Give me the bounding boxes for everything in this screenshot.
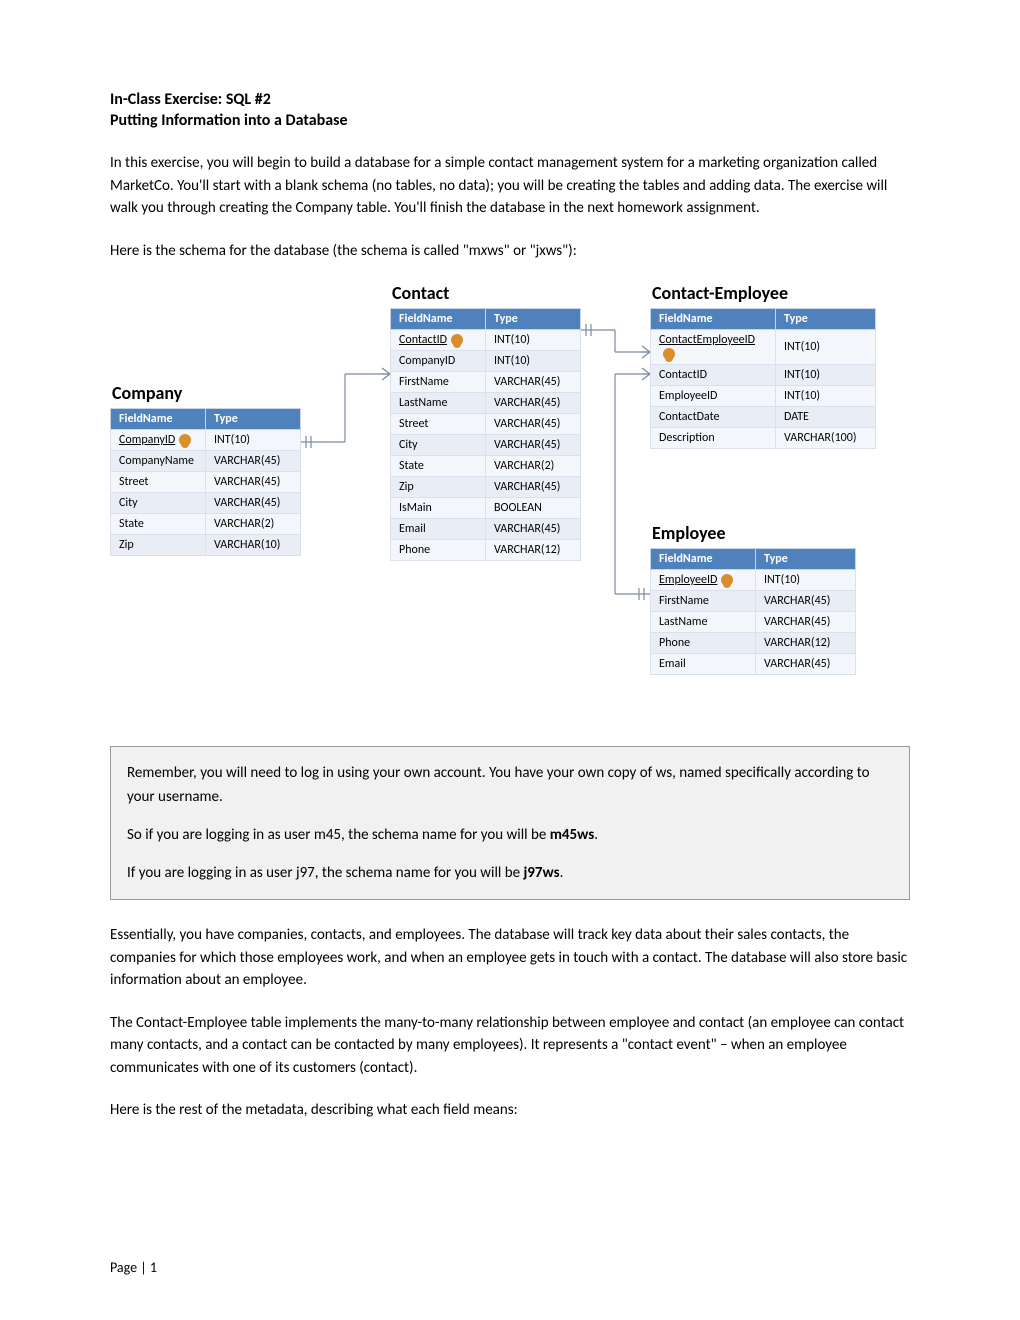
intro-paragraph: In this exercise, you will begin to buil… xyxy=(110,152,910,220)
note-paragraph-3: If you are logging in as user j97, the s… xyxy=(127,861,893,885)
document-page: In-Class Exercise: SQL #2 Putting Inform… xyxy=(0,0,1020,1320)
note-paragraph-2: So if you are logging in as user m45, th… xyxy=(127,823,893,847)
page-title: In-Class Exercise: SQL #2 xyxy=(110,90,910,109)
note-paragraph-1: Remember, you will need to log in using … xyxy=(127,761,893,809)
login-note-box: Remember, you will need to log in using … xyxy=(110,746,910,900)
entity-title: Contact xyxy=(392,282,581,304)
key-icon xyxy=(663,348,675,360)
key-icon xyxy=(179,434,191,446)
schema-intro-post: ws" or "jxws"): xyxy=(487,242,577,260)
entity-table: FieldNameTypeContactEmployeeIDINT(10)Con… xyxy=(650,308,876,449)
entity-title: Employee xyxy=(652,522,856,544)
key-icon xyxy=(721,574,733,586)
entity-employee: Employee FieldNameTypeEmployeeIDINT(10)Fi… xyxy=(650,522,856,675)
entity-contact: Contact FieldNameTypeContactIDINT(10)Comp… xyxy=(390,282,581,561)
entity-table: FieldNameTypeContactIDINT(10)CompanyIDIN… xyxy=(390,308,581,561)
page-subtitle: Putting Information into a Database xyxy=(110,111,910,130)
entity-company: Company FieldNameTypeCompanyIDINT(10)Comp… xyxy=(110,382,301,556)
description-paragraph-1: Essentially, you have companies, contact… xyxy=(110,924,910,992)
page-footer: Page | 1 xyxy=(110,1259,157,1276)
entity-title: Company xyxy=(112,382,301,404)
entity-title: Contact-Employee xyxy=(652,282,876,304)
entity-contact_employee: Contact-Employee FieldNameTypeContactEmpl… xyxy=(650,282,876,449)
description-paragraph-2: The Contact-Employee table implements th… xyxy=(110,1012,910,1080)
entity-table: FieldNameTypeCompanyIDINT(10)CompanyName… xyxy=(110,408,301,556)
schema-intro-pre: Here is the schema for the database (the… xyxy=(110,242,481,260)
metadata-intro-paragraph: Here is the rest of the metadata, descri… xyxy=(110,1099,910,1122)
schema-intro-paragraph: Here is the schema for the database (the… xyxy=(110,240,910,263)
key-icon xyxy=(451,334,463,346)
entity-table: FieldNameTypeEmployeeIDINT(10)FirstNameV… xyxy=(650,548,856,675)
schema-diagram: Company FieldNameTypeCompanyIDINT(10)Comp… xyxy=(110,282,910,732)
